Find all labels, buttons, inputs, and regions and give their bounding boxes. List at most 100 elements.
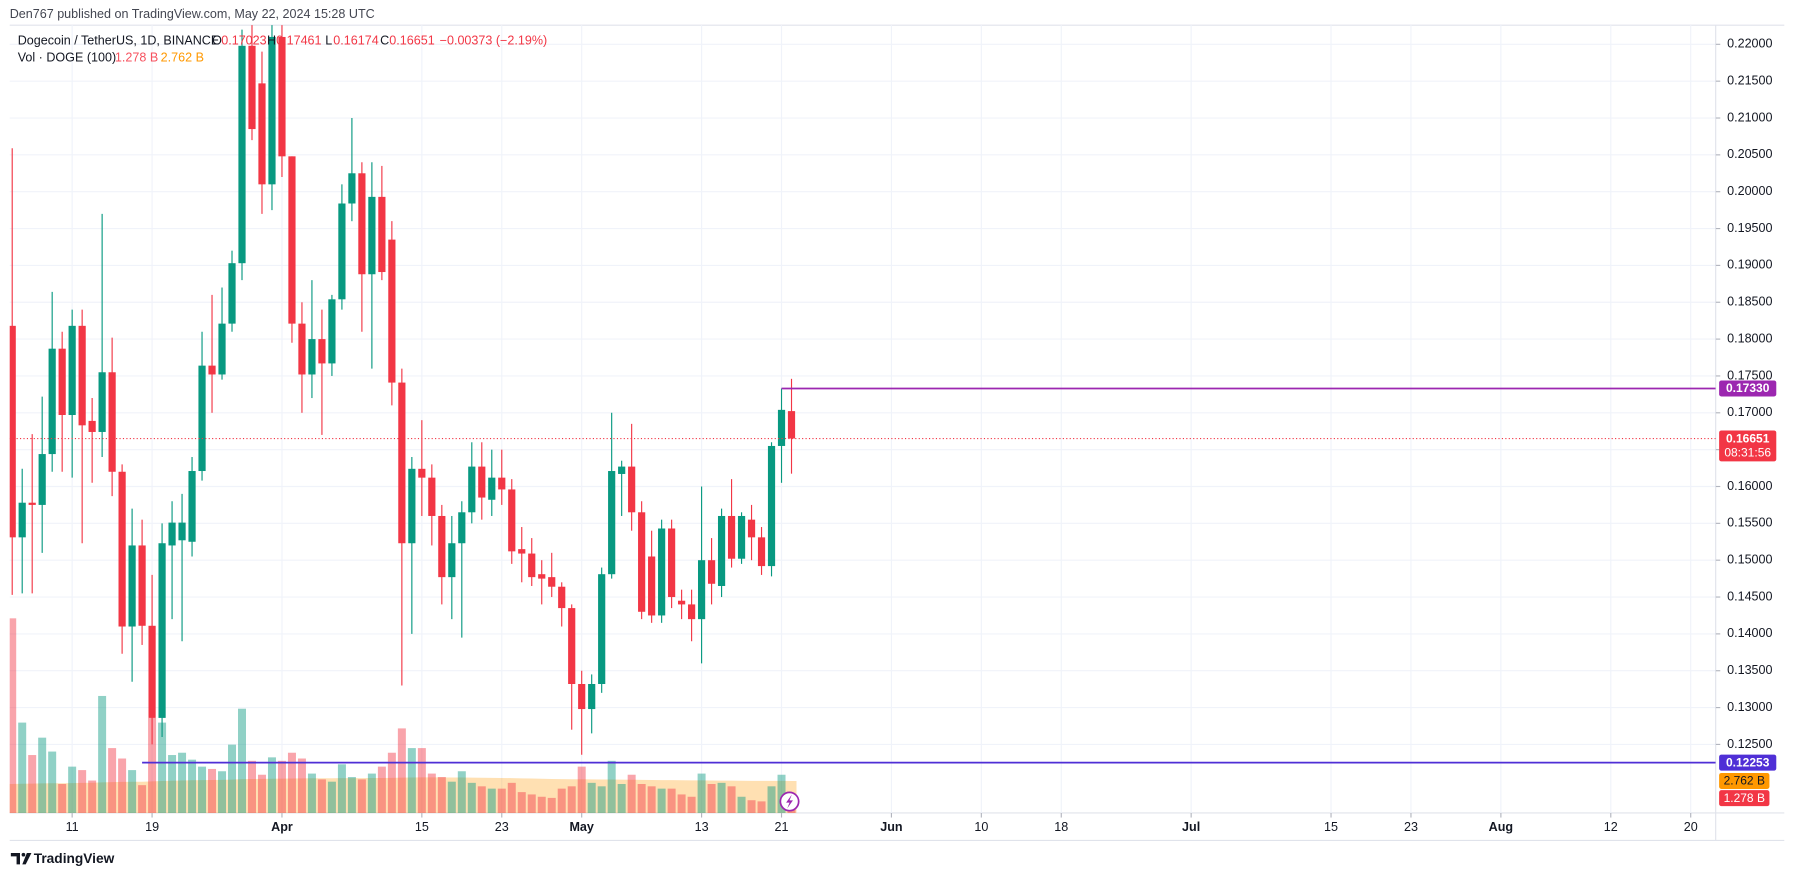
- price-badge-label: 0.12253: [1726, 755, 1770, 769]
- volume-bar: [58, 784, 67, 813]
- volume-bar: [307, 773, 316, 813]
- last-price-badge: [1719, 430, 1777, 462]
- candle-body: [38, 454, 46, 505]
- x-tick-label: 15: [1324, 820, 1338, 834]
- y-tick-label: 0.18000: [1727, 331, 1772, 345]
- candle-body: [98, 372, 106, 432]
- volume-bar: [617, 784, 626, 813]
- y-tick-label: 0.16000: [1727, 479, 1772, 493]
- candle-body: [578, 684, 586, 710]
- candle-body: [618, 466, 626, 474]
- volume-bar: [228, 744, 237, 813]
- y-tick-label: 0.20000: [1727, 184, 1772, 198]
- candle-body: [528, 553, 536, 578]
- candle-body: [9, 325, 16, 538]
- brand-name: TradingView: [34, 851, 115, 866]
- x-tick-label: 23: [495, 820, 509, 834]
- ohlc-letter: O: [212, 33, 222, 47]
- candle-body: [288, 156, 296, 324]
- candle-body: [767, 445, 776, 567]
- candle-body: [508, 489, 516, 552]
- volume-bar: [118, 758, 127, 813]
- candle-body: [408, 468, 416, 544]
- candle-body: [208, 365, 216, 375]
- volume-title: Vol · DOGE (100): [18, 51, 116, 65]
- volume-bar: [387, 752, 396, 813]
- candle-body: [28, 502, 36, 505]
- volume-bar: [277, 760, 286, 813]
- candle-body: [48, 348, 56, 455]
- candle-body: [588, 684, 596, 710]
- candle-body: [278, 36, 286, 157]
- volume-bar: [138, 785, 147, 813]
- candle-body: [88, 420, 96, 432]
- y-tick-label: 0.14500: [1727, 589, 1772, 603]
- volume-bar: [667, 788, 676, 813]
- y-tick-label: 0.19500: [1727, 221, 1772, 235]
- candle-body: [298, 323, 306, 375]
- volume-bar: [527, 794, 536, 813]
- volume-bar: [777, 774, 786, 813]
- volume-bar: [347, 777, 356, 813]
- candle-body: [238, 45, 246, 264]
- candle-body: [268, 36, 276, 185]
- candle-body: [638, 512, 646, 612]
- volume-bar: [48, 751, 57, 813]
- candle-body: [318, 339, 326, 364]
- candle-body: [328, 299, 336, 364]
- volume-bar: [178, 752, 187, 813]
- volume-ma-area: [9, 777, 797, 813]
- y-tick-label: 0.20500: [1727, 147, 1772, 161]
- candle-body: [747, 519, 756, 538]
- volume-bar: [218, 771, 227, 813]
- volume-bar: [267, 757, 276, 813]
- candle-body: [707, 560, 716, 584]
- candle-body: [358, 173, 366, 275]
- price-badge-label: 0.17330: [1726, 381, 1770, 395]
- candle-body: [688, 604, 696, 620]
- candle-body: [787, 411, 796, 439]
- ohlc-value: 0.16174: [333, 33, 378, 47]
- volume-bar: [657, 788, 666, 813]
- candle-body: [168, 522, 176, 546]
- y-tick-label: 0.15500: [1727, 516, 1772, 530]
- ohlc-value: 0.17461: [276, 33, 321, 47]
- candle-body: [448, 543, 456, 578]
- volume-bar: [607, 760, 616, 813]
- candle-body: [628, 466, 636, 513]
- volume-bar: [577, 766, 586, 813]
- volume-bar: [128, 770, 137, 813]
- volume-bar: [627, 774, 636, 813]
- candle-body: [598, 574, 606, 685]
- x-tick-label: 15: [415, 820, 429, 834]
- candle-body: [697, 560, 706, 620]
- y-tick-label: 0.15000: [1727, 553, 1772, 567]
- y-tick-label: 0.14000: [1727, 626, 1772, 640]
- volume-bar: [247, 760, 256, 813]
- last-price-label: 0.16651: [1726, 431, 1770, 445]
- candle-body: [58, 348, 66, 416]
- legend: Dogecoin / TetherUS, 1D, BINANCE O 0.170…: [18, 33, 547, 64]
- candle-body: [458, 512, 466, 544]
- alert-icon[interactable]: [779, 791, 800, 812]
- x-tick-label: 19: [145, 820, 159, 834]
- candle-body: [717, 515, 726, 586]
- ohlc-value: 0.16651: [389, 33, 434, 47]
- volume-bar: [467, 782, 476, 813]
- volume-bar: [547, 797, 556, 813]
- x-tick-label: 21: [775, 820, 789, 834]
- volume-bar: [367, 773, 376, 813]
- footer: TradingView: [10, 851, 115, 866]
- volume-bar: [9, 618, 17, 813]
- volume-bar: [88, 780, 97, 813]
- brand-logo-dot: [21, 852, 26, 857]
- candle-body: [668, 528, 676, 598]
- volume-bar: [397, 728, 406, 813]
- volume-bar: [297, 758, 306, 813]
- ohlc-value: 0.17023: [221, 33, 266, 47]
- volume-bar: [327, 781, 336, 813]
- x-tick-label: 10: [974, 820, 988, 834]
- volume-bar: [317, 779, 326, 813]
- y-tick-label: 0.17000: [1727, 405, 1772, 419]
- volume-bar: [517, 792, 526, 813]
